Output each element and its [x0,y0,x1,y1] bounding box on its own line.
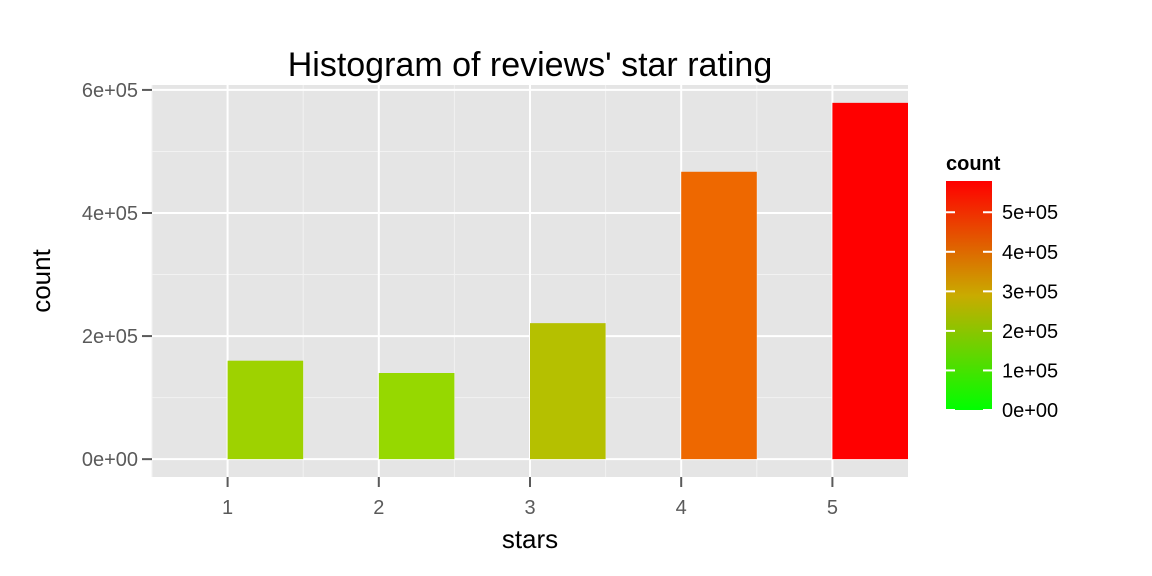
x-tick-label: 1 [222,497,233,519]
legend-tick-label: 0e+00 [1002,400,1058,422]
legend: count 0e+00 1e+05 2e+05 3e+05 4e+05 5e+05 [946,153,1058,422]
legend-color-bar [946,181,992,410]
legend-tick-label: 5e+05 [1002,202,1058,224]
x-tick-label: 4 [676,497,687,519]
legend-ticks: 0e+00 1e+05 2e+05 3e+05 4e+05 5e+05 [946,202,1058,422]
legend-tick-label: 2e+05 [1002,321,1058,343]
x-tick-label: 2 [373,497,384,519]
x-tick-label: 3 [524,497,535,519]
bar-5 [832,102,908,460]
bar-3 [530,323,606,460]
bar-1 [227,360,304,460]
legend-tick-label: 4e+05 [1002,242,1058,264]
legend-tick-label: 1e+05 [1002,360,1058,382]
x-tick-label: 5 [827,497,838,519]
x-axis: 1 2 3 4 5 [222,477,838,519]
y-tick-label: 0e+00 [82,449,138,471]
legend-tick-label: 3e+05 [1002,281,1058,303]
y-axis-title: count [26,248,56,312]
y-tick-label: 4e+05 [82,203,138,225]
bar-2 [378,373,455,460]
bar-4 [681,171,757,460]
chart-title: Histogram of reviews' star rating [288,46,773,84]
bars [227,102,908,460]
y-tick-label: 6e+05 [82,80,138,102]
x-axis-title: stars [502,524,558,554]
y-axis: 0e+00 2e+05 4e+05 6e+05 [82,80,152,471]
y-tick-label: 2e+05 [82,326,138,348]
legend-title: count [946,153,1001,175]
